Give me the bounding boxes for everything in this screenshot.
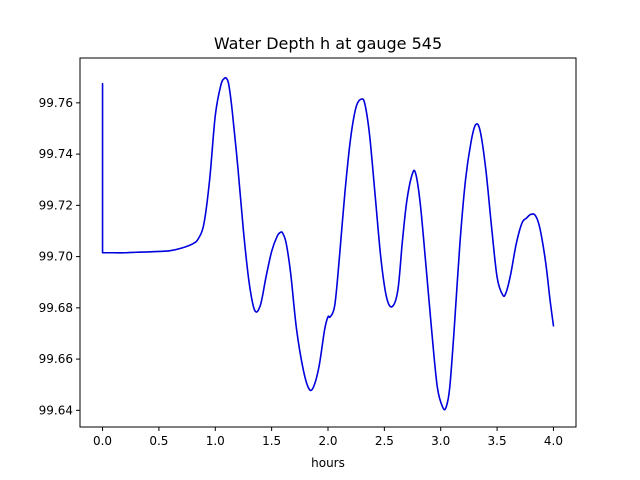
x-axis: 0.0 0.5 1.0 1.5 2.0 2.5 3.0 3.5 4.0 [93,427,563,448]
x-tick-label: 0.0 [93,434,112,448]
y-tick-label: 99.66 [39,352,73,366]
y-tick-label: 99.68 [39,301,73,315]
x-tick-label: 0.5 [149,434,168,448]
y-axis: 99.64 99.66 99.68 99.70 99.72 99.74 99.76 [39,96,80,417]
y-tick-label: 99.76 [39,96,73,110]
chart-title: Water Depth h at gauge 545 [214,34,442,53]
x-tick-label: 2.0 [318,434,337,448]
y-tick-label: 99.64 [39,403,73,417]
y-tick-label: 99.70 [39,250,73,264]
plot-frame [79,57,577,428]
plot-area [101,76,555,411]
x-axis-label: hours [311,456,345,470]
x-tick-label: 3.5 [488,434,507,448]
y-tick-label: 99.72 [39,198,73,212]
x-tick-label: 1.5 [262,434,281,448]
x-tick-label: 4.0 [544,434,563,448]
x-tick-label: 3.0 [431,434,450,448]
x-tick-label: 1.0 [206,434,225,448]
x-tick-label: 2.5 [375,434,394,448]
series-line [101,76,555,411]
y-tick-label: 99.74 [39,147,73,161]
